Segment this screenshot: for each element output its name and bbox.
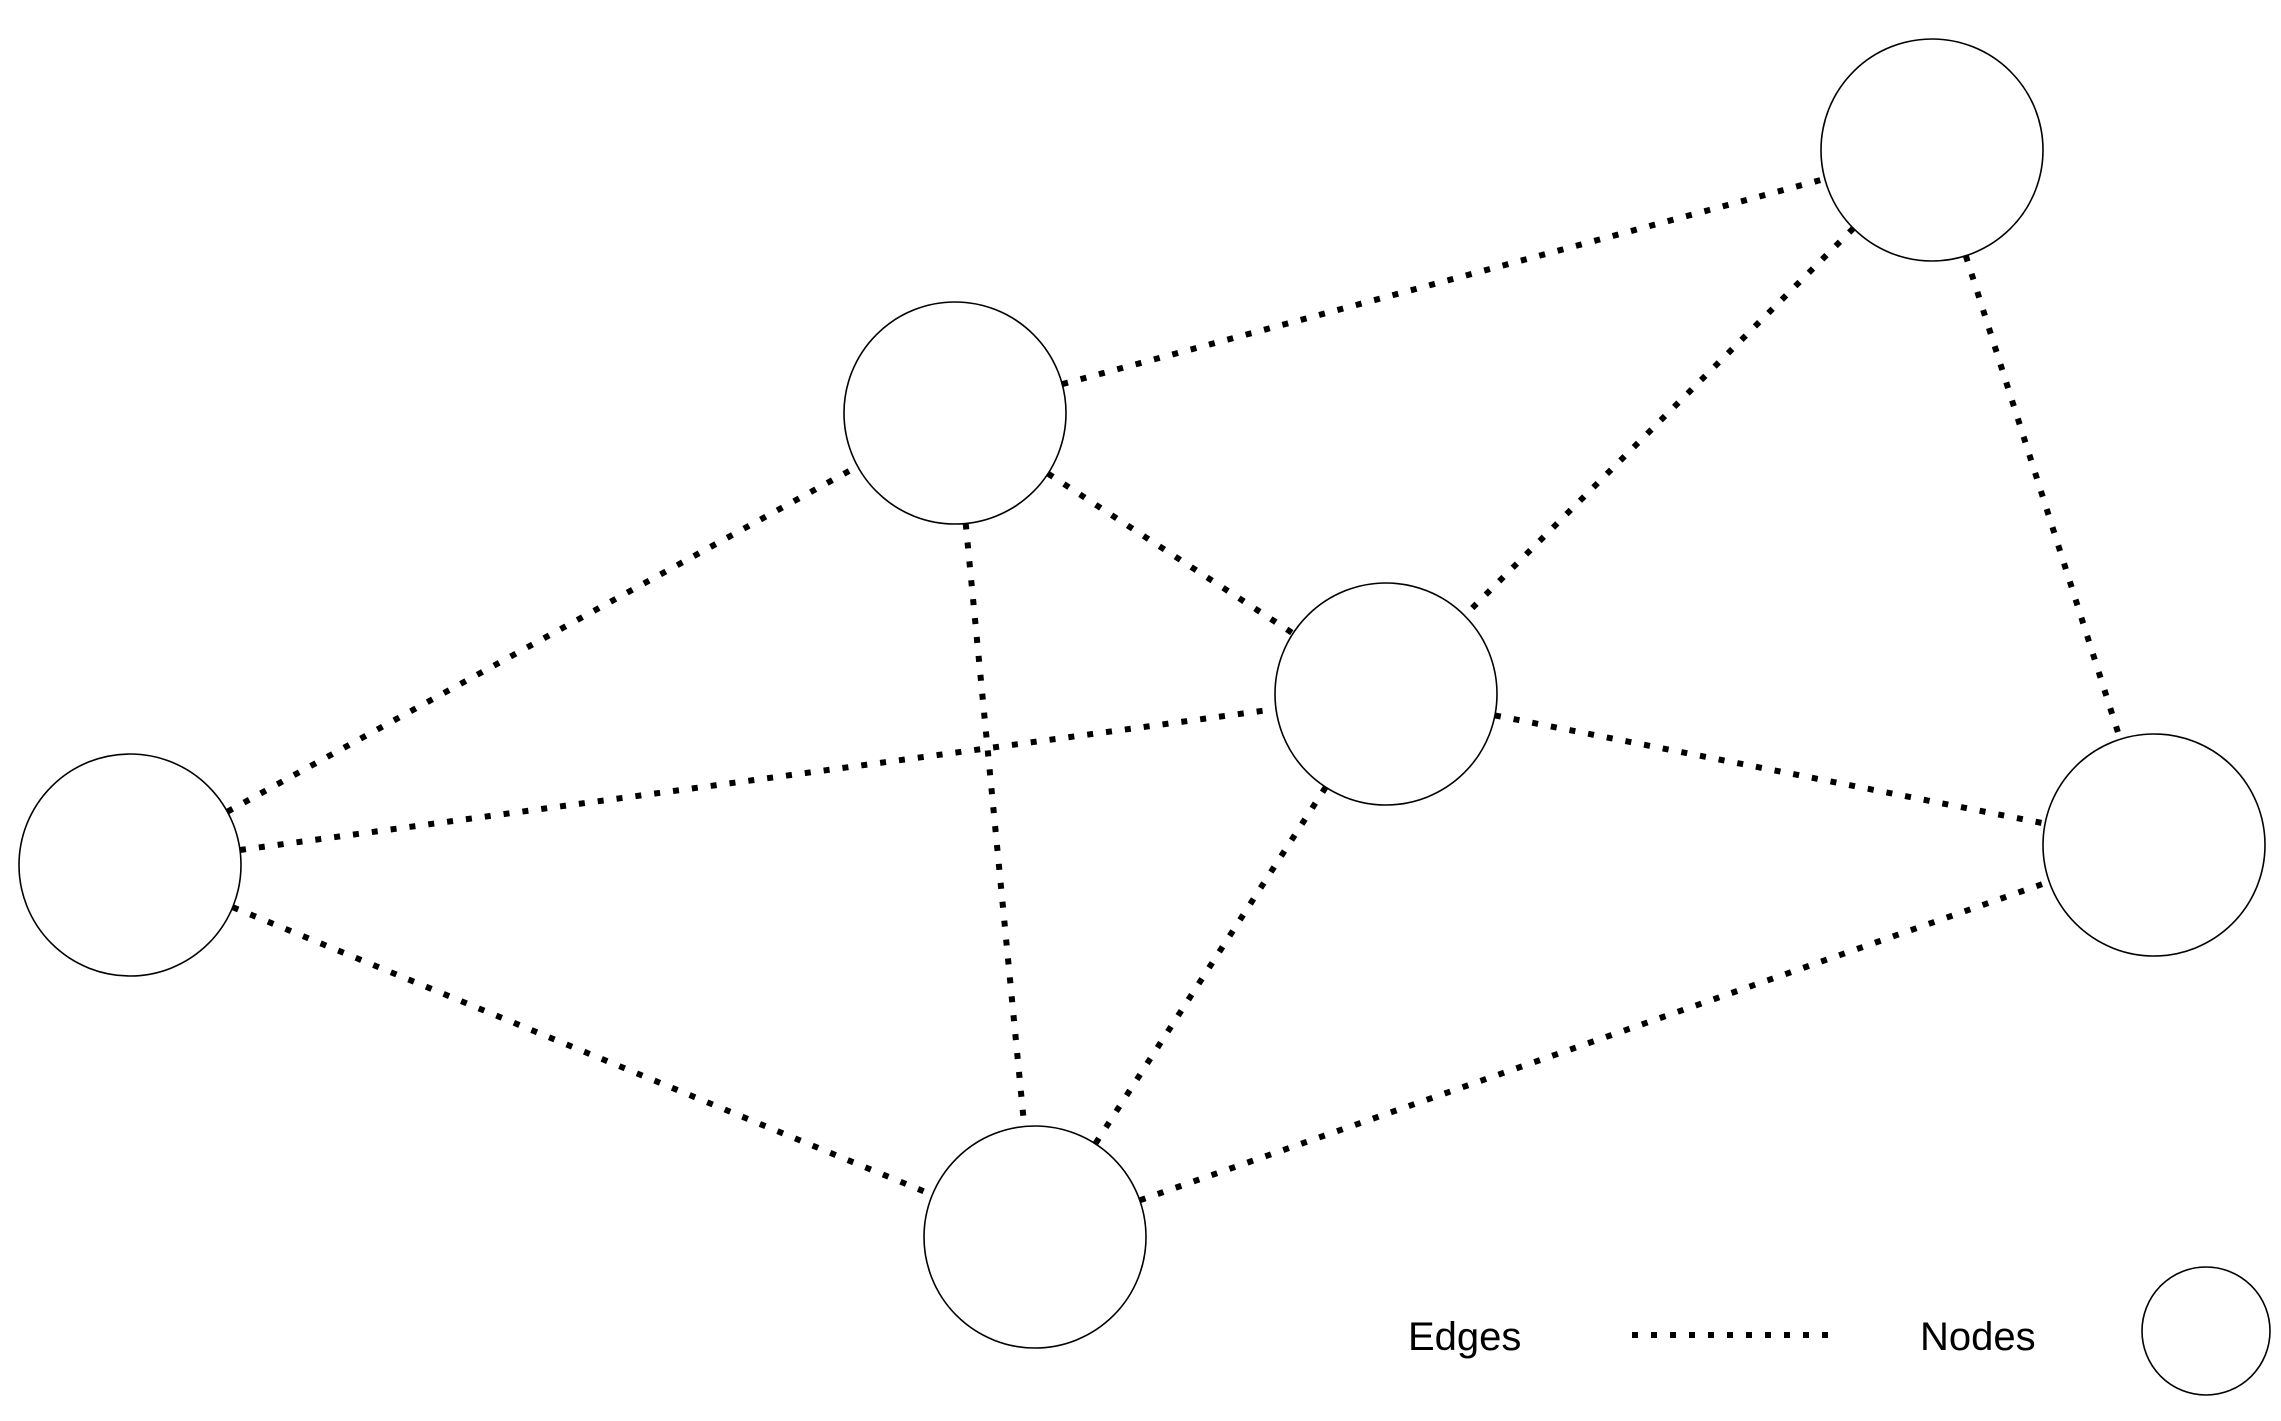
node-n3 xyxy=(1820,38,2044,262)
edge-n1-n4 xyxy=(239,706,1277,853)
legend: Edges Nodes xyxy=(1408,1266,2271,1396)
edge-n2-n4 xyxy=(1046,471,1295,636)
node-n4 xyxy=(1274,582,1498,806)
legend-node-sample xyxy=(2141,1266,2271,1396)
edges-layer xyxy=(225,176,2124,1204)
edge-n2-n3 xyxy=(1061,176,1826,387)
edge-n1-n5 xyxy=(231,904,934,1198)
edge-n2-n5 xyxy=(962,523,1028,1127)
edge-n5-n6 xyxy=(1138,878,2051,1204)
node-n6 xyxy=(2042,733,2266,957)
edge-n4-n6 xyxy=(1494,712,2046,827)
edge-n4-n5 xyxy=(1092,785,1329,1146)
legend-edges-label: Edges xyxy=(1408,1315,1521,1359)
edge-n3-n4 xyxy=(1462,226,1856,618)
edge-n3-n6 xyxy=(1962,254,2124,741)
node-n5 xyxy=(923,1125,1147,1349)
node-n2 xyxy=(843,301,1067,525)
edge-n1-n2 xyxy=(225,463,860,815)
nodes-layer xyxy=(18,38,2266,1349)
legend-nodes-label: Nodes xyxy=(1920,1315,2036,1359)
node-n1 xyxy=(18,753,242,977)
